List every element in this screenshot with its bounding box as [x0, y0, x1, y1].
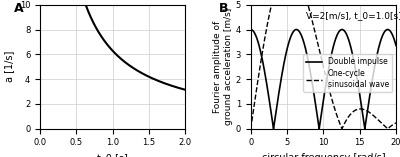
- Double impulse: [317, 124, 322, 126]
- X-axis label: t_0 [s]: t_0 [s]: [97, 153, 128, 157]
- One-cycle
sinusoidal wave: [310, 23, 315, 25]
- Y-axis label: Fourier amplitude of
ground acceleration [m/s]: Fourier amplitude of ground acceleration…: [214, 8, 233, 125]
- One-cycle
sinusoidal wave: [248, 128, 253, 130]
- Double impulse: [389, 32, 394, 34]
- X-axis label: circular frequency [rad/s]: circular frequency [rad/s]: [262, 153, 385, 157]
- Text: B: B: [219, 2, 228, 15]
- One-cycle
sinusoidal wave: [382, 125, 387, 127]
- Line: Double impulse: Double impulse: [251, 30, 396, 129]
- One-cycle
sinusoidal wave: [317, 51, 322, 53]
- Text: V=2[m/s], t_0=1.0[s]: V=2[m/s], t_0=1.0[s]: [306, 11, 400, 20]
- Double impulse: [310, 87, 315, 88]
- Double impulse: [382, 31, 387, 33]
- Double impulse: [248, 29, 253, 30]
- Double impulse: [354, 73, 359, 75]
- One-cycle
sinusoidal wave: [309, 18, 314, 20]
- Text: A: A: [14, 2, 24, 15]
- Legend: Double impulse, One-cycle
sinusoidal wave: Double impulse, One-cycle sinusoidal wav…: [304, 54, 392, 92]
- One-cycle
sinusoidal wave: [394, 122, 398, 124]
- One-cycle
sinusoidal wave: [354, 109, 359, 111]
- Double impulse: [271, 128, 276, 130]
- Line: One-cycle
sinusoidal wave: One-cycle sinusoidal wave: [251, 0, 396, 129]
- Double impulse: [394, 45, 398, 46]
- One-cycle
sinusoidal wave: [389, 125, 394, 127]
- Double impulse: [309, 79, 314, 81]
- Y-axis label: a [1/s]: a [1/s]: [4, 51, 14, 82]
